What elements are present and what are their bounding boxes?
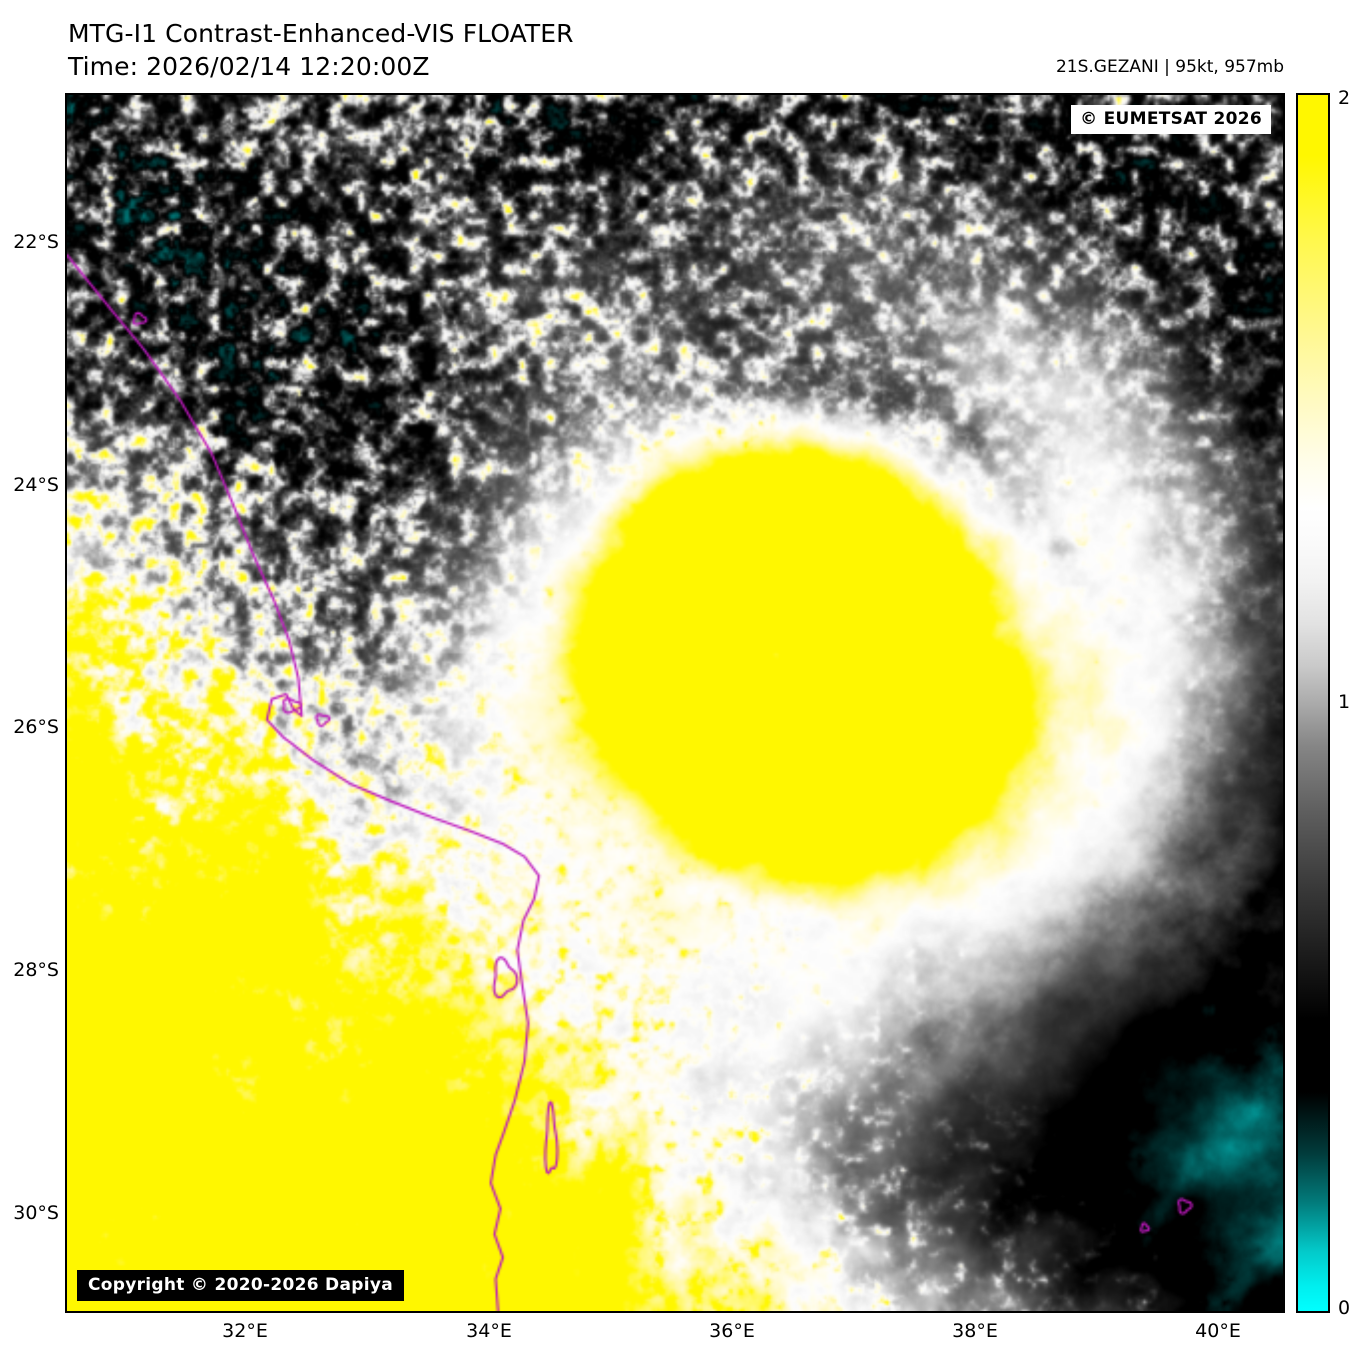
y-axis-tick-1: 24°S — [13, 474, 59, 496]
x-axis-tick-3: 38°E — [952, 1320, 998, 1342]
colorbar-tick-0: 2 — [1338, 87, 1351, 109]
x-axis-tick-2: 36°E — [709, 1320, 755, 1342]
x-axis-tick-1: 34°E — [466, 1320, 512, 1342]
eumetsat-copyright-badge: © EUMETSAT 2026 — [1071, 105, 1271, 134]
y-axis-tick-0: 22°S — [13, 231, 59, 253]
dapiya-copyright-badge: Copyright © 2020-2026 Dapiya — [77, 1270, 404, 1301]
title-timestamp: Time: 2026/02/14 12:20:00Z — [68, 51, 430, 81]
x-axis-tick-0: 32°E — [222, 1320, 268, 1342]
y-axis-tick-4: 30°S — [13, 1202, 59, 1224]
x-axis-tick-4: 40°E — [1195, 1320, 1241, 1342]
colorbar-tick-1: 1 — [1338, 691, 1351, 713]
colorbar-tick-2: 0 — [1338, 1297, 1351, 1319]
storm-intensity-label: 21S.GEZANI | 95kt, 957mb — [1055, 57, 1284, 77]
colorbar — [1296, 93, 1330, 1313]
y-axis-tick-2: 26°S — [13, 716, 59, 738]
satellite-imagery-canvas — [67, 95, 1283, 1311]
title-primary: MTG-I1 Contrast-Enhanced-VIS FLOATER — [68, 19, 574, 48]
page-title: MTG-I1 Contrast-Enhanced-VIS FLOATER Tim… — [68, 18, 574, 83]
y-axis-tick-3: 28°S — [13, 959, 59, 981]
satellite-image-plot[interactable]: © EUMETSAT 2026 Copyright © 2020-2026 Da… — [65, 93, 1285, 1313]
